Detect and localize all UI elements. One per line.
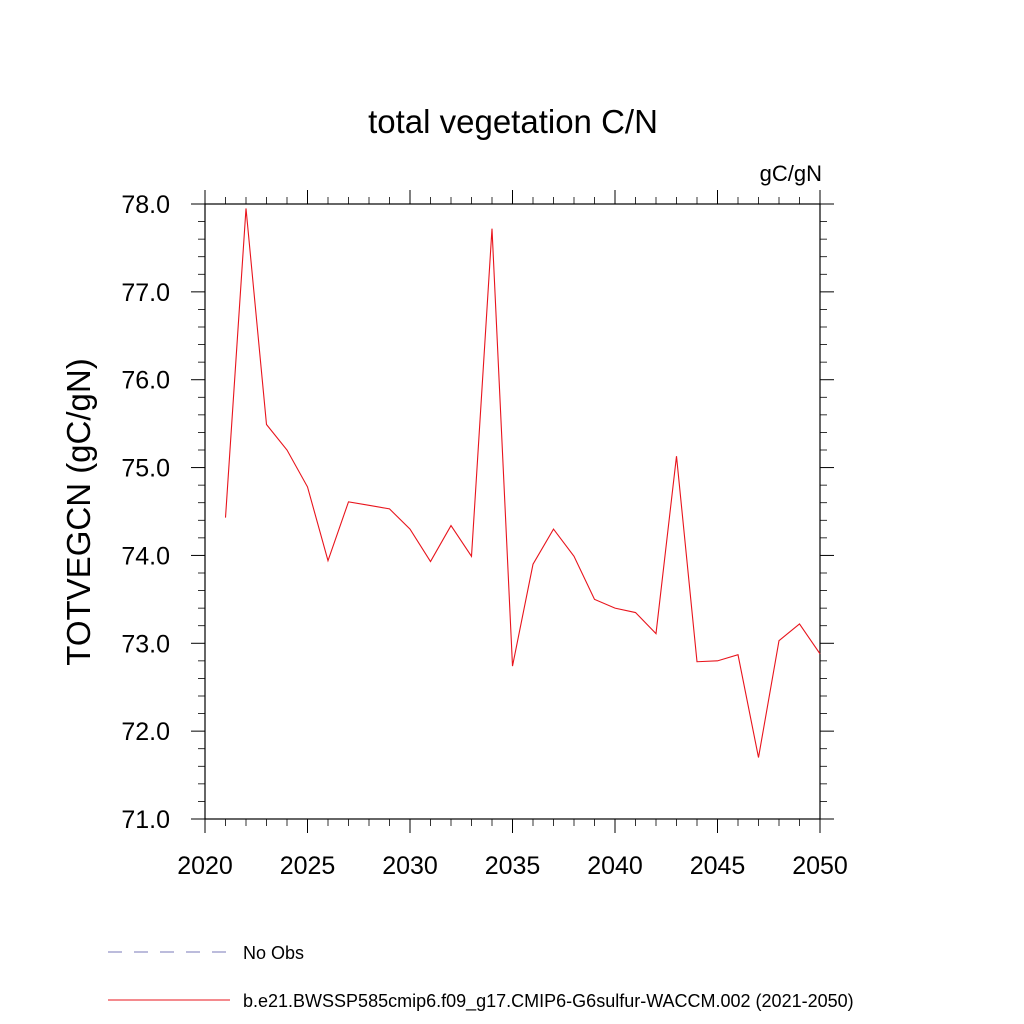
x-tick-label: 2045 bbox=[690, 852, 746, 880]
axis-ticks: 2020 2025 2030 2035 2040 2045 2050 71.0 72.0 73.0… bbox=[121, 190, 848, 880]
x-tick-label: 2050 bbox=[792, 852, 848, 880]
series-layer bbox=[224, 208, 821, 758]
y-tick-label: 73.0 bbox=[121, 630, 170, 658]
legend-label: b.e21.BWSSP585cmip6.f09_g17.CMIP6-G6sulf… bbox=[243, 991, 854, 1012]
series-line bbox=[224, 208, 821, 758]
y-axis-label: TOTVEGCN (gC/gN) bbox=[60, 358, 97, 665]
plot-frame bbox=[204, 203, 821, 820]
y-tick-label: 71.0 bbox=[121, 806, 170, 834]
axes bbox=[204, 203, 821, 820]
x-tick-label: 2020 bbox=[177, 852, 233, 880]
y-tick-label: 78.0 bbox=[121, 191, 170, 219]
y-tick-label: 72.0 bbox=[121, 718, 170, 746]
x-tick-label: 2040 bbox=[587, 852, 643, 880]
y-tick-label: 76.0 bbox=[121, 367, 170, 395]
chart-title: total vegetation C/N bbox=[368, 103, 658, 140]
y-tick-label: 77.0 bbox=[121, 279, 170, 307]
y-tick-label: 75.0 bbox=[121, 455, 170, 483]
y-tick-label: 74.0 bbox=[121, 542, 170, 570]
x-tick-label: 2030 bbox=[382, 852, 438, 880]
legend: No Obs b.e21.BWSSP585cmip6.f09_g17.CMIP6-… bbox=[108, 943, 854, 1012]
legend-label: No Obs bbox=[243, 943, 304, 963]
x-tick-label: 2035 bbox=[485, 852, 541, 880]
x-tick-label: 2025 bbox=[280, 852, 336, 880]
units-label: gC/gN bbox=[760, 161, 822, 186]
